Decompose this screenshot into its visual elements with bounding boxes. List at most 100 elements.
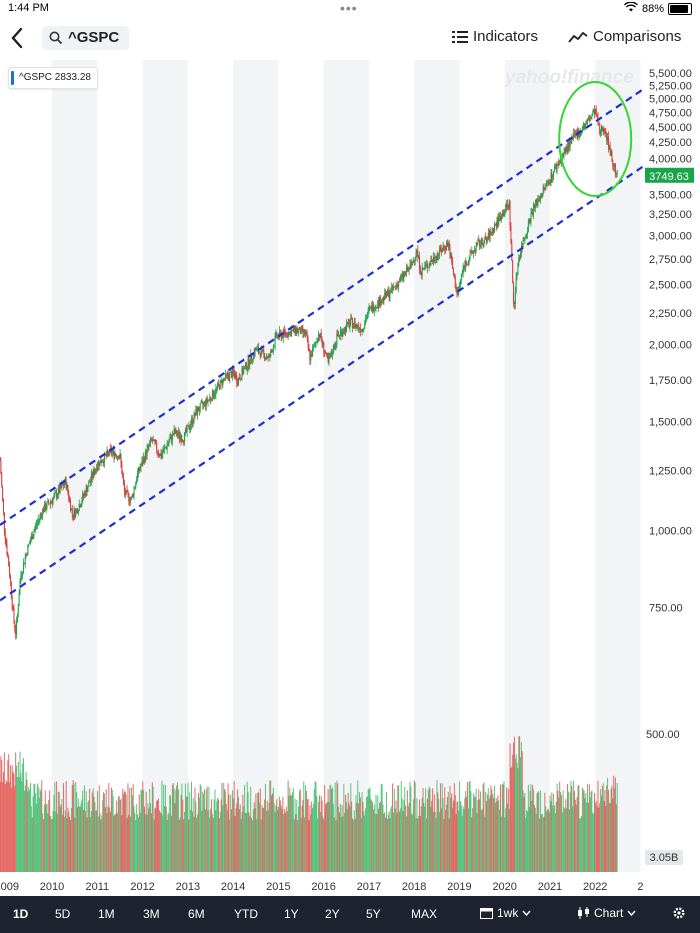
candle-body [113, 449, 115, 458]
range-6m-button[interactable]: 6M [188, 907, 205, 921]
volume-bar [212, 817, 214, 872]
volume-bar [552, 805, 554, 872]
candle-body [465, 261, 467, 269]
candle-body [78, 504, 80, 511]
interval-selector[interactable]: 1wk [480, 906, 531, 920]
volume-bar [524, 792, 526, 872]
candle-body [441, 250, 443, 253]
volume-bar [399, 808, 401, 872]
volume-bar [221, 782, 223, 872]
volume-bar [219, 811, 221, 872]
candle-body [344, 327, 346, 333]
multitask-dots-icon[interactable]: ••• [340, 0, 358, 16]
chart-type-selector[interactable]: Chart [577, 906, 636, 920]
symbol-search-button[interactable]: ^GSPC [42, 26, 130, 50]
volume-bar [188, 819, 190, 872]
candle-body [144, 451, 146, 462]
volume-bar [224, 791, 226, 872]
volume-bar [358, 792, 360, 872]
volume-bar [186, 796, 188, 872]
volume-bar [354, 818, 356, 872]
candle-body [244, 362, 246, 367]
candle-body [12, 607, 14, 609]
volume-bar [148, 808, 150, 872]
volume-bar [340, 816, 342, 872]
volume-bar [493, 797, 495, 872]
candle-body [496, 218, 498, 227]
candle-body [614, 164, 616, 167]
candle-body [507, 204, 509, 209]
volume-bar [510, 768, 512, 872]
candle-body [23, 562, 25, 573]
candle-body [240, 379, 242, 380]
candle-body [616, 169, 618, 175]
volume-bar [308, 820, 310, 872]
volume-bar [113, 815, 115, 872]
candle-body [272, 346, 274, 353]
candle-body [405, 267, 407, 274]
candle-body [540, 196, 542, 201]
volume-bar [20, 772, 22, 872]
candle-body [307, 339, 309, 348]
volume-bar [599, 803, 601, 872]
candle-body [278, 330, 280, 338]
volume-bar [522, 790, 524, 872]
volume-bar [7, 760, 9, 872]
comparisons-button[interactable]: Comparisons [568, 28, 681, 45]
candle-body [96, 468, 98, 471]
candle-body [564, 148, 566, 153]
range-ytd-button[interactable]: YTD [234, 907, 258, 921]
candle-body [536, 199, 538, 206]
range-3m-button[interactable]: 3M [143, 907, 160, 921]
volume-bar [541, 813, 543, 872]
volume-bar [535, 814, 537, 872]
volume-bar [49, 816, 51, 872]
legend-chip[interactable]: ^GSPC 2833.28 [8, 67, 98, 89]
range-1y-button[interactable]: 1Y [284, 907, 299, 921]
range-2y-button[interactable]: 2Y [325, 907, 340, 921]
volume-bar [213, 799, 215, 872]
candle-body [456, 291, 458, 295]
range-5y-button[interactable]: 5Y [366, 907, 381, 921]
volume-bar [199, 784, 201, 872]
candle-body [27, 545, 29, 555]
volume-bar [451, 793, 453, 872]
candle-body [109, 448, 111, 455]
volume-bar [449, 785, 451, 872]
candle-body [524, 237, 526, 241]
time-tick-label: 2011 [85, 881, 109, 893]
range-max-button[interactable]: MAX [411, 907, 438, 921]
candle-body [296, 328, 298, 334]
candle-body [592, 112, 594, 116]
price-chart[interactable]: yahoo!finance 5,500.00 5,250.00 5,000.00 4,… [0, 60, 700, 896]
volume-bar [70, 820, 72, 872]
volume-bar [283, 814, 285, 872]
range-5d-button[interactable]: 5D [55, 907, 71, 921]
volume-bar [291, 795, 293, 872]
volume-bar [598, 807, 600, 872]
volume-bar [472, 808, 474, 872]
volume-bar [289, 787, 291, 872]
candle-body [514, 291, 516, 305]
range-1d-button[interactable]: 1D [13, 907, 29, 921]
volume-bar [208, 786, 210, 872]
indicators-button[interactable]: Indicators [452, 28, 538, 45]
volume-bar [261, 804, 263, 872]
volume-bar [606, 785, 608, 872]
volume-bar [547, 809, 549, 872]
settings-button[interactable] [672, 906, 686, 920]
chart-svg[interactable]: yahoo!finance 5,500.005,250.005,000.004,… [0, 60, 700, 896]
candle-body [466, 264, 468, 266]
candle-body [374, 307, 376, 311]
volume-bar [413, 780, 415, 872]
volume-bar [544, 792, 546, 872]
back-button[interactable] [8, 25, 28, 51]
volume-bar [239, 804, 241, 872]
range-1m-button[interactable]: 1M [98, 907, 115, 921]
candle-body [321, 339, 323, 345]
candle-body [587, 119, 589, 121]
candle-body [231, 368, 233, 378]
time-tick-label: 2012 [130, 881, 154, 893]
volume-bar [298, 790, 300, 872]
volume-bar [129, 787, 131, 872]
